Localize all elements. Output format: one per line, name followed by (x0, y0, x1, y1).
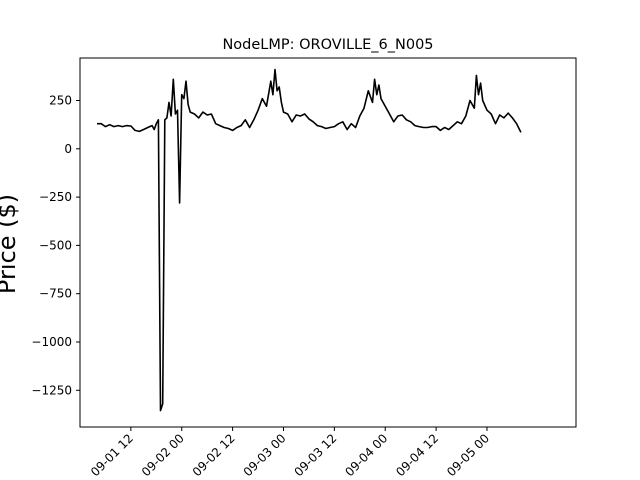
y-tick-label: 0 (64, 142, 72, 156)
axes-frame (79, 57, 577, 428)
y-tick-label: −1250 (31, 383, 72, 397)
y-tick-label: 250 (49, 94, 72, 108)
chart-title: NodeLMP: OROVILLE_6_N005 (222, 37, 433, 53)
y-axis-label: Price ($) (0, 194, 21, 294)
y-tick-label: −1000 (31, 335, 72, 349)
y-tick-label: −250 (39, 190, 72, 204)
y-axis-ticks: 250 0 −250 −500 −750 −1000 −1250 (31, 94, 80, 397)
price-series-line (97, 68, 522, 412)
plot-area (97, 68, 522, 412)
y-tick-label: −750 (39, 287, 72, 301)
y-tick-label: −500 (39, 238, 72, 252)
